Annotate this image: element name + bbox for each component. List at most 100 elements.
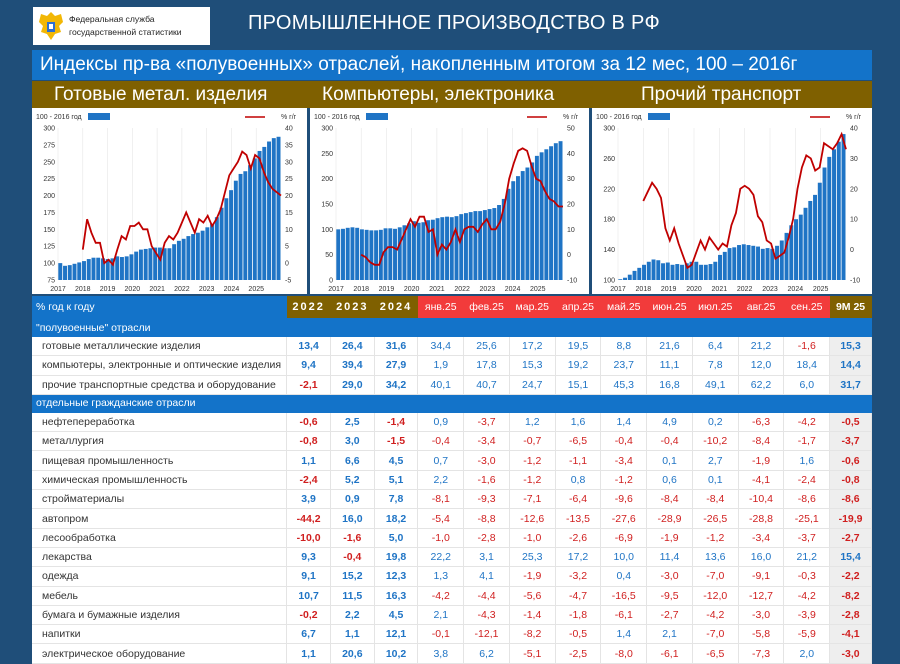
table-row: мебель 10,7 11,5 16,3 -4,2 -4,4 -5,6 -4,7 -16,5-… bbox=[32, 585, 872, 606]
month-value: -0,7 bbox=[508, 431, 556, 452]
year-value: 20,6 bbox=[329, 643, 375, 664]
year-value: 5,1 bbox=[373, 469, 419, 491]
index-bar bbox=[430, 219, 435, 280]
x-tick: 2017 bbox=[610, 286, 626, 293]
table-row: металлургия -0,8 3,0 -1,5 -0,4 -3,4 -0,7 -6,5 -0… bbox=[32, 431, 872, 452]
index-bar bbox=[646, 261, 651, 280]
index-bar bbox=[205, 227, 210, 280]
index-bar bbox=[172, 244, 177, 280]
y-right-tick: 40 bbox=[850, 126, 858, 133]
index-bar bbox=[229, 190, 234, 280]
month-value: 0,8 bbox=[554, 469, 602, 491]
year-value: 0,9 bbox=[329, 489, 375, 510]
month-value: -5,8 bbox=[737, 624, 785, 645]
month-value: -1,8 bbox=[554, 604, 602, 626]
month-value: -3,4 bbox=[463, 431, 510, 452]
y-right-tick: 50 bbox=[567, 126, 575, 133]
month-value: 17,2 bbox=[554, 546, 602, 568]
index-bar bbox=[665, 262, 670, 280]
index-bar bbox=[224, 198, 229, 280]
x-tick: 2018 bbox=[353, 286, 369, 293]
year-value: 10,2 bbox=[373, 643, 419, 664]
index-bar bbox=[129, 254, 134, 280]
header-label: % год к году bbox=[32, 296, 287, 319]
header-month: апр.25 bbox=[555, 296, 601, 319]
header-month: мар.25 bbox=[509, 296, 556, 319]
month-value: -1,2 bbox=[508, 469, 556, 491]
y-right-tick: 10 bbox=[850, 217, 858, 224]
row-label: химическая промышленность bbox=[32, 469, 288, 491]
month-value: 0,4 bbox=[600, 566, 648, 587]
month-value: -1,7 bbox=[783, 431, 831, 452]
logo-line1: Федеральная служба bbox=[69, 14, 155, 24]
row-label: компьютеры, электронные и оптические изд… bbox=[32, 355, 288, 376]
month-value: 1,2 bbox=[508, 411, 556, 433]
category-bar: Готовые метал. изделия Компьютеры, элект… bbox=[32, 81, 872, 108]
month-value: 0,7 bbox=[417, 450, 465, 471]
x-tick: 2017 bbox=[328, 286, 344, 293]
row-label: прочие транспортные средства и оборудова… bbox=[32, 374, 288, 395]
index-bar bbox=[497, 205, 502, 280]
index-bar bbox=[416, 222, 421, 280]
index-bar bbox=[534, 155, 539, 280]
index-bar bbox=[789, 225, 794, 280]
year-value: 31,6 bbox=[373, 335, 419, 357]
month-value: 0,1 bbox=[646, 450, 693, 471]
table-row: нефтепереработка -0,6 2,5 -1,4 0,9 -3,7 1,2 1,6… bbox=[32, 411, 872, 433]
index-bar bbox=[741, 244, 746, 280]
table-row: напитки 6,7 1,1 12,1 -0,1 -12,1 -8,2 -0,5 1,4 2,1… bbox=[32, 624, 872, 645]
month-value: 24,7 bbox=[508, 374, 556, 395]
legend-bars-swatch bbox=[366, 113, 388, 120]
index-bar bbox=[124, 256, 129, 280]
x-tick: 2023 bbox=[199, 286, 215, 293]
index-bar bbox=[722, 251, 727, 280]
index-bar bbox=[642, 264, 646, 280]
month-value: -0,4 bbox=[417, 431, 465, 452]
year-value: 6,6 bbox=[329, 450, 375, 471]
y-right-tick: 10 bbox=[285, 227, 293, 234]
index-bar bbox=[794, 219, 798, 280]
y-left-tick: 100 bbox=[321, 227, 333, 234]
x-tick: 2019 bbox=[100, 286, 116, 293]
month-value: 11,4 bbox=[646, 546, 693, 568]
year-value: -1,4 bbox=[373, 411, 419, 433]
month-value: 17,2 bbox=[508, 335, 556, 357]
month-value: 4,9 bbox=[646, 411, 693, 433]
month-value: -8,4 bbox=[646, 489, 693, 510]
year-value: 27,9 bbox=[373, 355, 419, 376]
month-value: 2,2 bbox=[417, 469, 465, 491]
index-bar bbox=[435, 218, 440, 280]
year-value: 1,1 bbox=[329, 624, 375, 645]
month-value: -0,4 bbox=[646, 431, 693, 452]
index-bar bbox=[407, 223, 412, 280]
index-bar bbox=[96, 257, 101, 280]
y-right-tick: 40 bbox=[285, 126, 293, 133]
legend-bars-label: 100 - 2016 год bbox=[36, 114, 82, 121]
month-value: 40,7 bbox=[463, 374, 510, 395]
month-value: -4,1 bbox=[737, 469, 785, 491]
y-right-tick: 25 bbox=[285, 176, 293, 183]
x-tick: 2023 bbox=[480, 286, 496, 293]
x-tick: 2021 bbox=[149, 286, 165, 293]
month-value: -12,1 bbox=[463, 624, 510, 645]
total-value: -3,7 bbox=[829, 431, 872, 452]
month-value: -3,0 bbox=[463, 450, 510, 471]
index-bar bbox=[383, 228, 388, 280]
year-value: -10,0 bbox=[286, 527, 331, 548]
y-right-tick: 20 bbox=[567, 202, 575, 209]
month-value: -5,1 bbox=[508, 643, 556, 664]
x-tick: 2025 bbox=[530, 286, 546, 293]
index-bar bbox=[449, 217, 454, 280]
x-tick: 2017 bbox=[50, 286, 66, 293]
y-right-tick: 35 bbox=[285, 142, 293, 149]
total-value: 31,7 bbox=[829, 374, 872, 395]
month-value: -4,7 bbox=[554, 585, 602, 606]
index-bar bbox=[492, 208, 497, 280]
month-value: 49,1 bbox=[691, 374, 739, 395]
index-bar bbox=[238, 173, 243, 280]
y-left-tick: 300 bbox=[321, 126, 333, 133]
month-value: -4,2 bbox=[783, 585, 831, 606]
month-value: -6,5 bbox=[554, 431, 602, 452]
month-value: -9,5 bbox=[646, 585, 693, 606]
index-bar bbox=[276, 136, 281, 280]
